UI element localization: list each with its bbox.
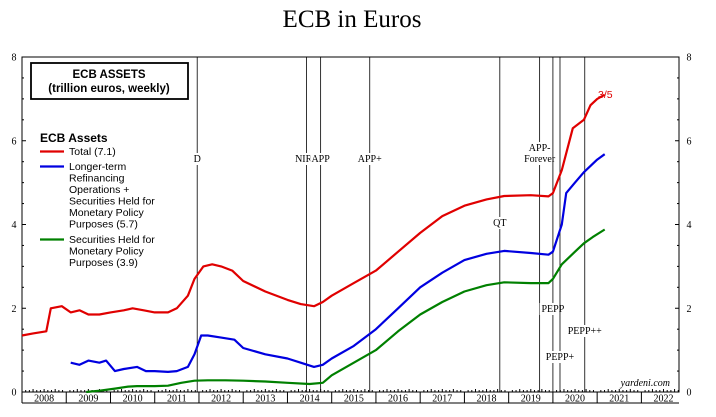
- chart-title: ECB in Euros: [283, 6, 422, 33]
- y-axis-right: 0 2 4 6 8: [675, 53, 692, 399]
- y-tick-label-left: 0: [12, 388, 17, 399]
- x-tick-label: 2012: [211, 394, 231, 405]
- x-tick-label: 2020: [565, 394, 585, 405]
- series-line-total: [21, 93, 606, 337]
- event-label: PEPP+: [546, 352, 575, 363]
- event-label-bg: [539, 303, 567, 315]
- series-group: [21, 93, 606, 394]
- event-label-bg: [356, 153, 383, 165]
- series-line-sec: [86, 228, 606, 394]
- x-tick-label: 2019: [521, 394, 541, 405]
- y-tick-label-right: 4: [687, 220, 692, 231]
- x-axis: 2008 2009 2010 2011 2012 2013 2014 2015 2016 2017…: [21, 389, 679, 405]
- event-label-bg: [310, 153, 332, 165]
- y-tick-label-right: 8: [687, 53, 692, 64]
- x-tick-label: 2010: [123, 394, 143, 405]
- event-label: APP-Forever: [524, 143, 556, 165]
- end-label: 3/5: [598, 89, 613, 101]
- y-tick-label-left: 8: [12, 53, 17, 64]
- y-tick-label-left: 2: [12, 304, 17, 315]
- x-tick-label: 2017: [432, 394, 452, 405]
- legend-label-sec: Securities Held for Monetary Policy Purpos…: [69, 234, 155, 269]
- y-tick-label-right: 6: [687, 136, 692, 147]
- legend-label-total: Total (7.1): [69, 146, 116, 158]
- event-label: PEPP: [542, 304, 565, 315]
- box-title-line2: (trillion euros, weekly): [48, 83, 170, 95]
- x-tick-label: 2015: [344, 394, 364, 405]
- event-label-bg: [543, 351, 576, 363]
- event-label: PEPP++: [568, 326, 602, 337]
- event-label-bg: [565, 325, 604, 337]
- event-label: APP: [311, 154, 330, 165]
- x-tick-label: 2016: [388, 394, 408, 405]
- event-label-bg: [192, 153, 202, 165]
- event-label-bg: [492, 217, 508, 229]
- legend: Total (7.1) Longer-term Refinancing Operati…: [40, 146, 155, 269]
- x-tick-label: 2009: [78, 394, 98, 405]
- y-tick-label-left: 4: [12, 220, 17, 231]
- box-title-frame: [30, 62, 189, 100]
- event-label: NIRP: [295, 154, 318, 165]
- series-line-ltro: [70, 153, 606, 373]
- credit: yardeni.com: [620, 378, 670, 389]
- event-label: APP+: [358, 154, 382, 165]
- y-tick-label-right: 2: [687, 304, 692, 315]
- x-tick-label: 2022: [654, 394, 674, 405]
- x-tick-label: 2013: [255, 394, 275, 405]
- y-tick-label-right: 0: [687, 388, 692, 399]
- y-axis-left: 0 2 4 6 8: [12, 53, 26, 399]
- event-label: QT: [493, 218, 506, 229]
- box-title-line1: ECB ASSETS: [72, 69, 145, 81]
- x-tick-label: 2014: [300, 394, 320, 405]
- event-label-bg: [518, 142, 562, 165]
- legend-label-ltro: Longer-term Refinancing Operations + Securi…: [69, 161, 155, 231]
- x-tick-label: 2018: [477, 394, 497, 405]
- x-tick-label: 2021: [609, 394, 629, 405]
- x-tick-label: 2008: [34, 394, 54, 405]
- x-tick-label: 2011: [167, 394, 187, 405]
- event-label: D: [194, 154, 201, 165]
- legend-title: ECB Assets: [40, 131, 108, 145]
- y-tick-label-left: 6: [12, 136, 17, 147]
